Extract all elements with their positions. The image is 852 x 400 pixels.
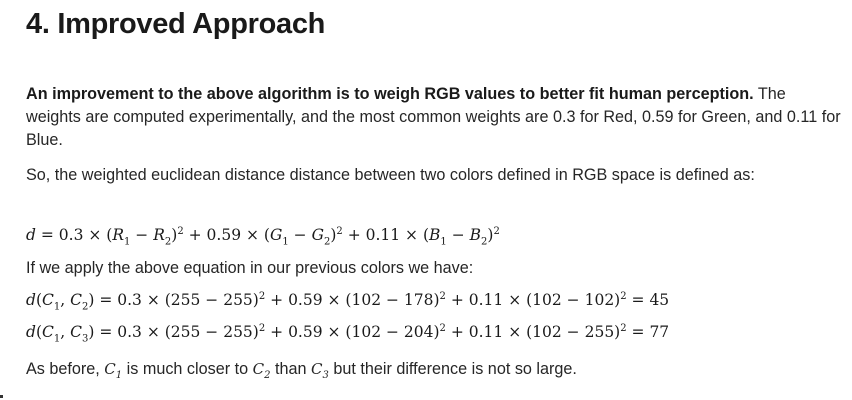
conclusion-mid1: is much closer to — [126, 360, 249, 378]
apply-paragraph: If we apply the above equation in our pr… — [26, 259, 474, 277]
edge-marker — [0, 395, 3, 398]
math-c1: C1 — [104, 360, 123, 381]
math-c2: C2 — [252, 360, 271, 381]
section-heading: 4. Improved Approach — [26, 8, 326, 40]
conclusion-after: but their difference is not so large. — [333, 360, 577, 378]
intro-text: The weights are computed experimentally,… — [26, 85, 841, 149]
distance-c1-c2-formula: d(C1, C2) = 0.3 × (255 − 255)2 + 0.59 × … — [26, 291, 670, 313]
math-c3: C3 — [310, 360, 329, 381]
intro-paragraph: An improvement to the above algorithm is… — [26, 83, 844, 152]
conclusion-mid2: than — [274, 360, 307, 378]
distance-c1-c3-formula: d(C1, C3) = 0.3 × (255 − 255)2 + 0.59 × … — [26, 323, 670, 345]
weighted-distance-formula: d = 0.3 × (R1 − R2)2 + 0.59 × (G1 − G2)2… — [26, 226, 500, 248]
conclusion-paragraph: As before, C1 is much closer to C2 than … — [26, 358, 577, 387]
definition-paragraph: So, the weighted euclidean distance dist… — [26, 166, 755, 184]
intro-bold-sentence: An improvement to the above algorithm is… — [26, 85, 754, 103]
conclusion-before: As before, — [26, 360, 100, 378]
